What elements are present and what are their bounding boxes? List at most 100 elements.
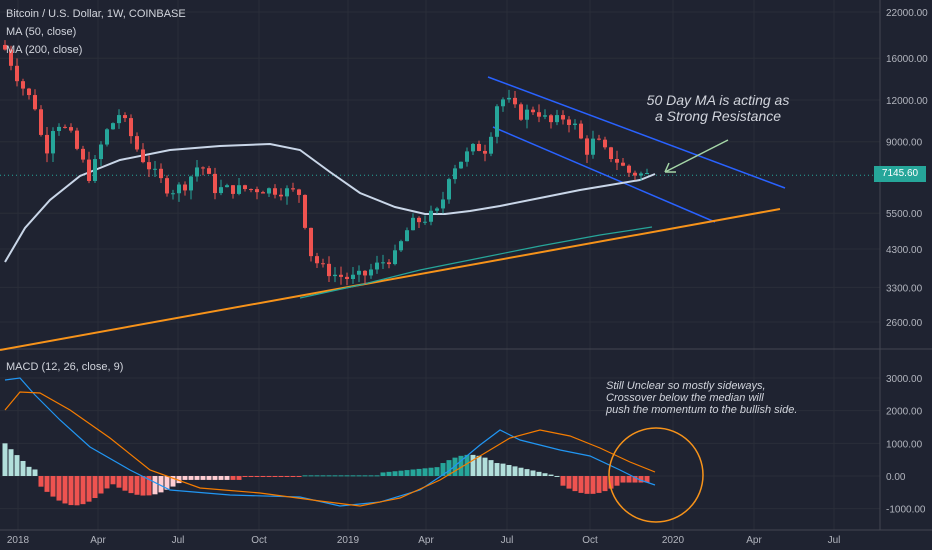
- candle-body: [549, 115, 553, 123]
- candle-body: [75, 130, 79, 149]
- macd-histogram-bar: [626, 476, 632, 483]
- arrow-head: [664, 162, 676, 173]
- chart-title: Bitcoin / U.S. Dollar, 1W, COINBASE: [6, 8, 186, 20]
- candle-body: [21, 81, 25, 89]
- candle-body: [141, 149, 145, 163]
- macd-histogram-bar: [476, 455, 482, 476]
- candle-body: [357, 270, 361, 275]
- candle-body: [243, 185, 247, 190]
- macd-histogram-bar: [140, 476, 146, 496]
- macd-histogram-bar: [344, 475, 350, 477]
- macd-histogram-bar: [398, 470, 404, 476]
- candle-body: [297, 189, 301, 195]
- macd-histogram-bar: [194, 476, 200, 480]
- candle-body: [399, 241, 403, 251]
- candle-body: [321, 263, 325, 265]
- macd-histogram-bar: [392, 471, 398, 476]
- candle-body: [153, 168, 157, 170]
- macd-histogram-bar: [332, 475, 338, 477]
- macd-histogram-bar: [404, 470, 410, 476]
- candle-body: [315, 256, 319, 264]
- macd-histogram-bar: [80, 476, 86, 505]
- candle-body: [123, 115, 127, 119]
- candle-body: [177, 184, 181, 194]
- candle-body: [531, 109, 535, 113]
- candle-body: [603, 139, 607, 148]
- candle-body: [609, 147, 613, 160]
- macd-note-line1: Still Unclear so mostly sideways,: [606, 380, 766, 392]
- macd-histogram-bar: [440, 463, 446, 476]
- macd-histogram-bar: [470, 454, 476, 476]
- candle-body: [519, 104, 523, 120]
- current-price-tag: 7145.60: [874, 166, 926, 182]
- candle-body: [219, 187, 223, 194]
- candle-body: [633, 172, 637, 176]
- macd-histogram-bar: [62, 476, 68, 504]
- macd-histogram-bar: [218, 476, 224, 480]
- candle-body: [423, 221, 427, 223]
- macd-histogram-bar: [302, 475, 308, 477]
- candle-body: [117, 115, 121, 124]
- macd-histogram-bar: [638, 476, 644, 483]
- ma200-path: [299, 226, 653, 299]
- candle-body: [501, 99, 505, 107]
- macd-histogram-bar: [410, 469, 416, 476]
- candle-body: [477, 143, 481, 151]
- candle-body: [279, 194, 283, 197]
- candle-body: [225, 185, 229, 188]
- macd-histogram-bar: [596, 476, 602, 493]
- candle-body: [57, 126, 61, 132]
- macd-histogram-bar: [536, 471, 542, 476]
- candle-body: [375, 262, 379, 270]
- annotation-arrow: [664, 139, 729, 173]
- macd-histogram-bar: [452, 457, 458, 476]
- candle-body: [309, 227, 313, 257]
- candle-body: [495, 106, 499, 137]
- time-tick-label: Jul: [828, 535, 841, 546]
- candle-body: [267, 188, 271, 194]
- candle-body: [393, 250, 397, 265]
- macd-histogram-bar: [134, 476, 140, 495]
- macd-histogram-bar: [116, 476, 122, 488]
- macd-histogram-bar: [188, 476, 194, 480]
- candle-body: [3, 44, 7, 50]
- macd-histogram-bar: [590, 476, 596, 494]
- macd-histogram-bar: [14, 455, 20, 476]
- macd-histogram-bar: [572, 476, 578, 492]
- candle-body: [411, 217, 415, 231]
- price-tick-label: 22000.00: [886, 8, 928, 19]
- macd-histogram-bar: [200, 476, 206, 480]
- macd-tick-label: -1000.00: [886, 505, 926, 516]
- macd-histogram-bar: [464, 454, 470, 476]
- macd-histogram-bar: [566, 476, 572, 489]
- candle-body: [639, 173, 643, 176]
- macd-histogram-bar: [74, 476, 80, 506]
- candle-body: [537, 112, 541, 117]
- candle-body: [69, 127, 73, 131]
- candle-body: [597, 138, 601, 140]
- candle-body: [231, 185, 235, 194]
- macd-circle: [608, 427, 704, 523]
- macd-histogram-bar: [224, 476, 230, 480]
- ma50-legend: MA (50, close): [6, 26, 77, 38]
- time-tick-label: Oct: [582, 535, 598, 546]
- price-tick-label: 2600.00: [886, 318, 923, 329]
- macd-histogram-bar: [104, 476, 110, 489]
- candle-body: [87, 159, 91, 181]
- macd-histogram-bar: [158, 476, 164, 493]
- macd-histogram-bar: [38, 476, 44, 487]
- candle-body: [561, 115, 565, 120]
- macd-histogram-bar: [428, 467, 434, 476]
- candle-body: [201, 167, 205, 169]
- candle-body: [621, 162, 625, 166]
- macd-histogram-bar: [290, 476, 296, 477]
- macd-histogram-bar: [506, 464, 512, 476]
- macd-histogram-bar: [68, 476, 74, 506]
- candle-body: [27, 88, 31, 96]
- macd-histogram-bar: [602, 476, 608, 492]
- macd-histogram-bar: [128, 476, 134, 494]
- macd-histogram-bar: [560, 476, 566, 486]
- candle-body: [435, 208, 439, 211]
